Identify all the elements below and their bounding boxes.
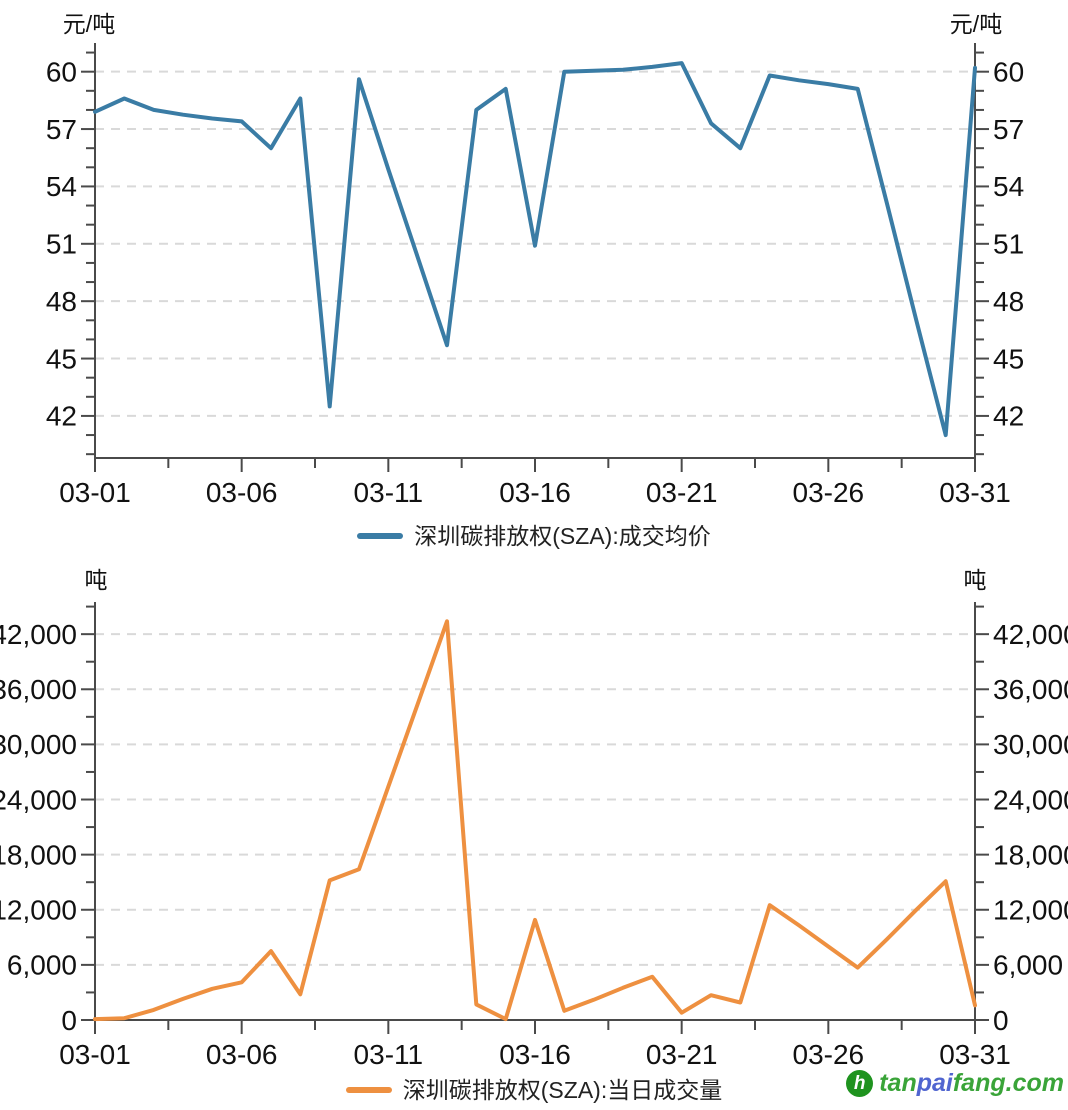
svg-text:45: 45	[46, 343, 77, 374]
svg-text:24,000: 24,000	[993, 784, 1068, 815]
svg-text:30,000: 30,000	[993, 729, 1068, 760]
svg-text:42: 42	[993, 401, 1024, 432]
svg-text:03-11: 03-11	[354, 1039, 424, 1070]
svg-text:42,000: 42,000	[993, 619, 1068, 650]
svg-text:51: 51	[993, 229, 1024, 260]
price-legend-line-swatch	[357, 533, 404, 539]
svg-text:03-26: 03-26	[793, 1039, 865, 1070]
watermark-segment: fang	[952, 1069, 1006, 1097]
svg-text:03-16: 03-16	[499, 477, 571, 508]
svg-text:57: 57	[993, 114, 1024, 145]
svg-text:03-21: 03-21	[646, 1039, 718, 1070]
svg-text:36,000: 36,000	[993, 674, 1068, 705]
svg-text:03-31: 03-31	[939, 1039, 1011, 1070]
axes: 42 42 45 45 48 48 51 51 54 54 57 57 60 60 03-01 03-06 03…	[46, 43, 1024, 508]
svg-text:42: 42	[46, 401, 77, 432]
svg-text:36,000: 36,000	[0, 674, 77, 705]
svg-text:12,000: 12,000	[0, 895, 77, 926]
svg-text:6,000: 6,000	[993, 950, 1063, 981]
price-unit-label-right: 元/吨	[949, 11, 1003, 37]
svg-text:51: 51	[46, 229, 77, 260]
svg-text:54: 54	[46, 171, 77, 202]
svg-text:42,000: 42,000	[0, 619, 77, 650]
watermark-segment: tan	[879, 1069, 917, 1097]
price-unit-label-left: 元/吨	[62, 11, 116, 37]
price-series-line	[93, 61, 977, 438]
volume-chart: 0 0 6,000 6,000 12,000 12,000 18,000 18,000 24,0…	[0, 602, 1068, 1070]
tanpaifang-logo-icon: h	[846, 1070, 874, 1097]
svg-text:0: 0	[993, 1005, 1009, 1036]
price-legend: 深圳碳排放权(SZA):成交均价	[0, 521, 1068, 551]
svg-text:03-06: 03-06	[206, 477, 278, 508]
price-chart: 42 42 45 45 48 48 51 51 54 54 57 57 60 60 03-01 03-06 03…	[46, 43, 1024, 508]
svg-text:03-01: 03-01	[59, 477, 131, 508]
axes: 0 0 6,000 6,000 12,000 12,000 18,000 18,000 24,0…	[0, 602, 1068, 1070]
svg-text:30,000: 30,000	[0, 729, 77, 760]
svg-text:03-06: 03-06	[206, 1039, 278, 1070]
price-legend-label: 深圳碳排放权(SZA):成交均价	[414, 523, 711, 549]
watermark-segment: .com	[1005, 1069, 1064, 1097]
svg-text:0: 0	[61, 1005, 77, 1036]
svg-text:24,000: 24,000	[0, 784, 77, 815]
tanpaifang-watermark-text: tanpaifang.com	[879, 1069, 1064, 1098]
svg-text:12,000: 12,000	[993, 895, 1068, 926]
watermark-segment: pai	[916, 1069, 953, 1097]
svg-text:03-26: 03-26	[793, 477, 865, 508]
svg-text:57: 57	[46, 114, 77, 145]
volume-series-line	[93, 619, 977, 1022]
svg-text:03-16: 03-16	[499, 1039, 571, 1070]
volume-legend-label: 深圳碳排放权(SZA):当日成交量	[402, 1077, 723, 1103]
svg-text:18,000: 18,000	[993, 839, 1068, 870]
volume-unit-label-left: 吨	[84, 567, 108, 593]
gridlines	[95, 633, 975, 966]
svg-text:54: 54	[993, 171, 1024, 202]
svg-text:60: 60	[46, 56, 77, 87]
svg-text:03-01: 03-01	[59, 1039, 131, 1070]
svg-text:48: 48	[46, 286, 77, 317]
tanpaifang-watermark: h tanpaifang.com	[846, 1069, 1064, 1098]
volume-unit-label-right: 吨	[963, 567, 987, 593]
svg-text:18,000: 18,000	[0, 839, 77, 870]
svg-text:45: 45	[993, 343, 1024, 374]
svg-text:48: 48	[993, 286, 1024, 317]
volume-legend: 深圳碳排放权(SZA):当日成交量	[0, 1075, 1068, 1105]
svg-text:03-31: 03-31	[939, 477, 1011, 508]
svg-text:60: 60	[993, 56, 1024, 87]
svg-text:6,000: 6,000	[7, 950, 77, 981]
volume-legend-line-swatch	[345, 1087, 392, 1093]
svg-text:03-11: 03-11	[354, 477, 424, 508]
svg-text:03-21: 03-21	[646, 477, 718, 508]
